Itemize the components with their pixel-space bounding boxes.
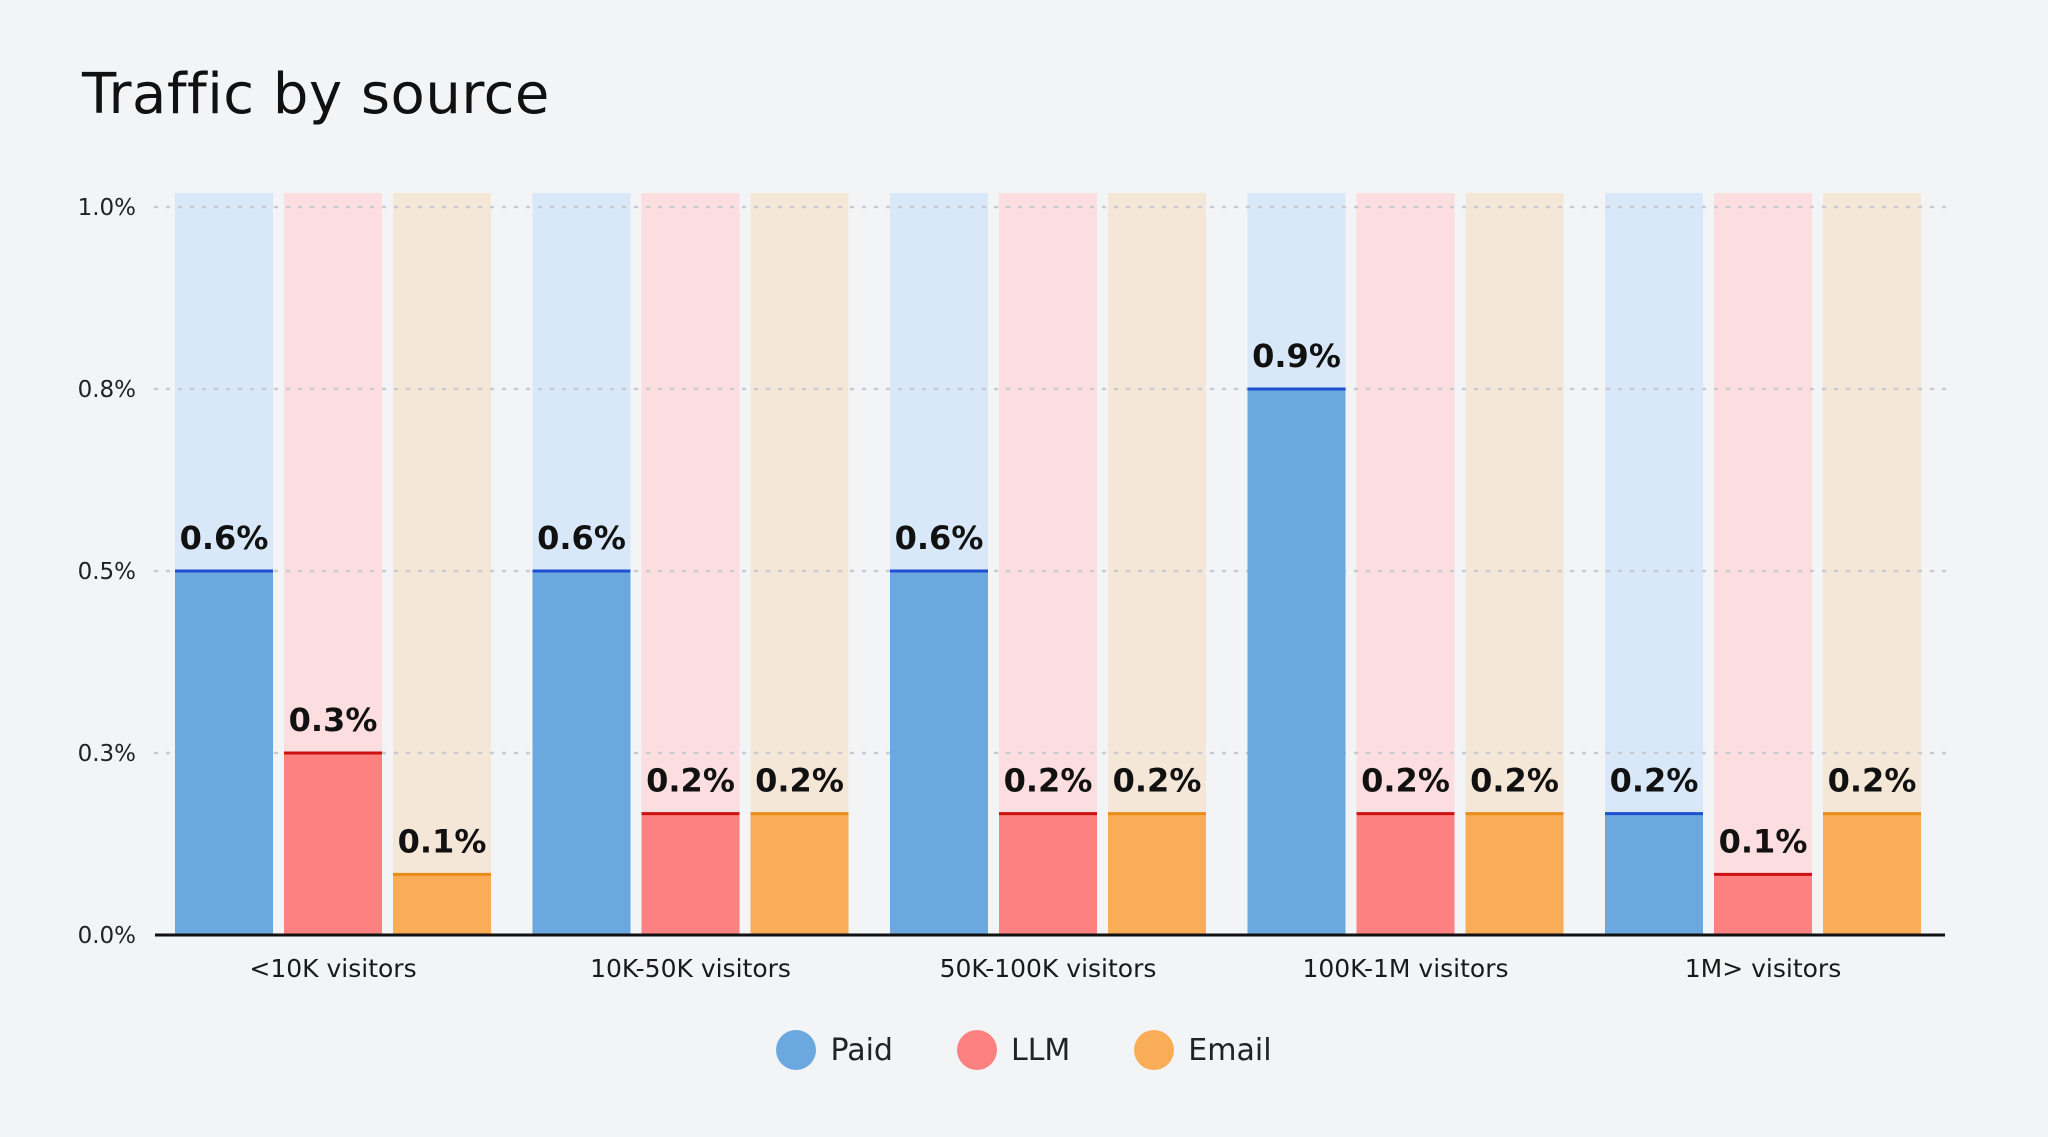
data-label: 0.2%: [1828, 762, 1917, 800]
x-tick-label: 100K-1M visitors: [1302, 954, 1508, 983]
data-label: 0.2%: [1610, 762, 1699, 800]
x-tick-label: 1M> visitors: [1685, 954, 1841, 983]
bar-llm: [1714, 874, 1812, 935]
legend-swatch: [776, 1030, 817, 1070]
data-label: 0.2%: [1361, 762, 1450, 800]
bar-background: [1823, 193, 1921, 935]
data-label: 0.1%: [1719, 822, 1808, 860]
bar-background: [1108, 193, 1206, 935]
data-label: 0.6%: [180, 519, 269, 557]
bar-email: [1465, 813, 1564, 935]
data-label: 0.2%: [1470, 762, 1559, 800]
bar-background: [1605, 193, 1703, 935]
bar-email: [1108, 813, 1206, 935]
y-tick-label: 0.8%: [78, 377, 136, 403]
bar-paid: [890, 571, 988, 935]
data-label: 0.9%: [1252, 337, 1341, 375]
chart-legend: Paid LLM Email: [0, 1030, 2048, 1070]
legend-label: Email: [1188, 1032, 1272, 1068]
legend-label: Paid: [830, 1032, 893, 1068]
bar-paid: [1605, 813, 1703, 935]
bar-llm: [999, 813, 1097, 935]
data-label: 0.2%: [755, 762, 844, 800]
bar-paid: [175, 571, 273, 935]
bar-llm: [284, 753, 382, 935]
bar-background: [641, 193, 740, 935]
legend-label: LLM: [1010, 1032, 1071, 1068]
data-label: 0.6%: [537, 519, 626, 557]
bar-email: [750, 813, 849, 935]
bar-email: [393, 874, 491, 935]
x-tick-label: 10K-50K visitors: [590, 954, 791, 983]
data-label: 0.2%: [646, 762, 735, 800]
y-tick-label: 0.5%: [78, 559, 136, 585]
bar-llm: [641, 813, 740, 935]
data-label: 0.3%: [289, 701, 378, 739]
data-label: 0.6%: [895, 519, 984, 557]
bar-paid: [532, 571, 631, 935]
data-label: 0.2%: [1004, 762, 1093, 800]
chart-title: Traffic by source: [82, 62, 550, 127]
bar-background: [999, 193, 1097, 935]
bar-background: [1356, 193, 1455, 935]
legend-swatch: [1134, 1030, 1175, 1070]
bar-llm: [1356, 813, 1455, 935]
data-label: 0.1%: [398, 822, 487, 860]
bar-paid: [1247, 389, 1346, 935]
x-tick-label: <10K visitors: [249, 954, 416, 983]
bar-background: [750, 193, 849, 935]
y-tick-label: 1.0%: [78, 195, 136, 221]
y-tick-label: 0.0%: [78, 923, 136, 949]
legend-item-email: Email: [1134, 1030, 1272, 1070]
bar-background: [1714, 193, 1812, 935]
bar-background: [393, 193, 491, 935]
legend-item-paid: Paid: [776, 1030, 893, 1070]
x-tick-label: 50K-100K visitors: [940, 954, 1157, 983]
y-tick-label: 0.3%: [78, 741, 136, 767]
legend-swatch: [956, 1030, 997, 1070]
legend-item-llm: LLM: [956, 1030, 1071, 1070]
bar-background: [1465, 193, 1564, 935]
bar-email: [1823, 813, 1921, 935]
data-label: 0.2%: [1113, 762, 1202, 800]
